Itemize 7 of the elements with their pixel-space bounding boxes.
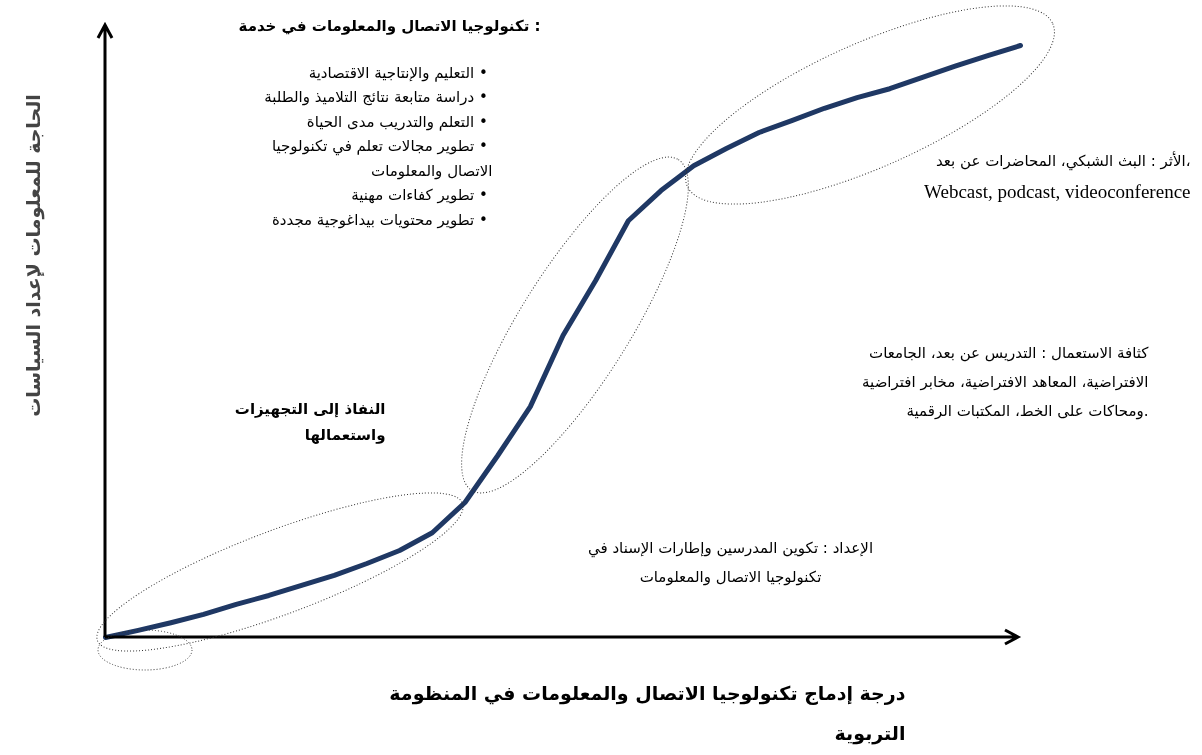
- annotation: كثافة الاستعمال : التدريس عن بعد، الجامعات الافتراضية، المعاهد الافتراضية، مخابر افتراضية ومحاكات على الخط، المكتبات الرقمية.: [862, 343, 1150, 420]
- x-axis-title: درجة إدماج تكنولوجيا الاتصال والمعلومات في المنظومة التربوية: [389, 681, 906, 745]
- annotation: النفاذ إلى التجهيزات واستعمالها: [234, 399, 386, 444]
- annotation: الإعداد : تكوين المدرسين وإطارات الإسناد في تكنولوجيا الاتصال والمعلومات: [587, 538, 874, 586]
- annotation: التعليم والإنتاجية الاقتصادية • دراسة متابعة نتائج التلاميذ والطلبة • التعلم والتدريب مدى الحياة • تطوير مجالات تعلم في تكنولوجيا • الاتصال والمعلومات تطوير كفاءات مهنية • تطوير محتويات بيداغوجية مجددة •: [264, 63, 493, 229]
- y-axis-title: الحاجة للمعلومات لإعداد السياسات: [21, 94, 45, 417]
- text: تكنولوجيا الاتصال والمعلومات في خدمة :: [238, 16, 541, 35]
